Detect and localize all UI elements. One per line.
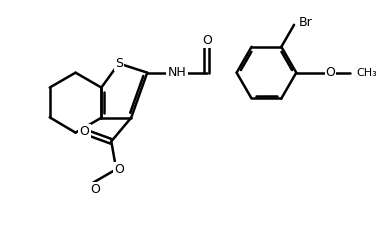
Text: O: O <box>202 34 212 47</box>
Text: CH₃: CH₃ <box>356 68 377 78</box>
Text: O: O <box>325 66 335 79</box>
Text: Br: Br <box>298 16 312 29</box>
Text: O: O <box>80 125 89 138</box>
Text: S: S <box>115 57 123 70</box>
Text: O: O <box>114 163 124 176</box>
Text: O: O <box>91 183 100 196</box>
Text: NH: NH <box>168 66 186 79</box>
